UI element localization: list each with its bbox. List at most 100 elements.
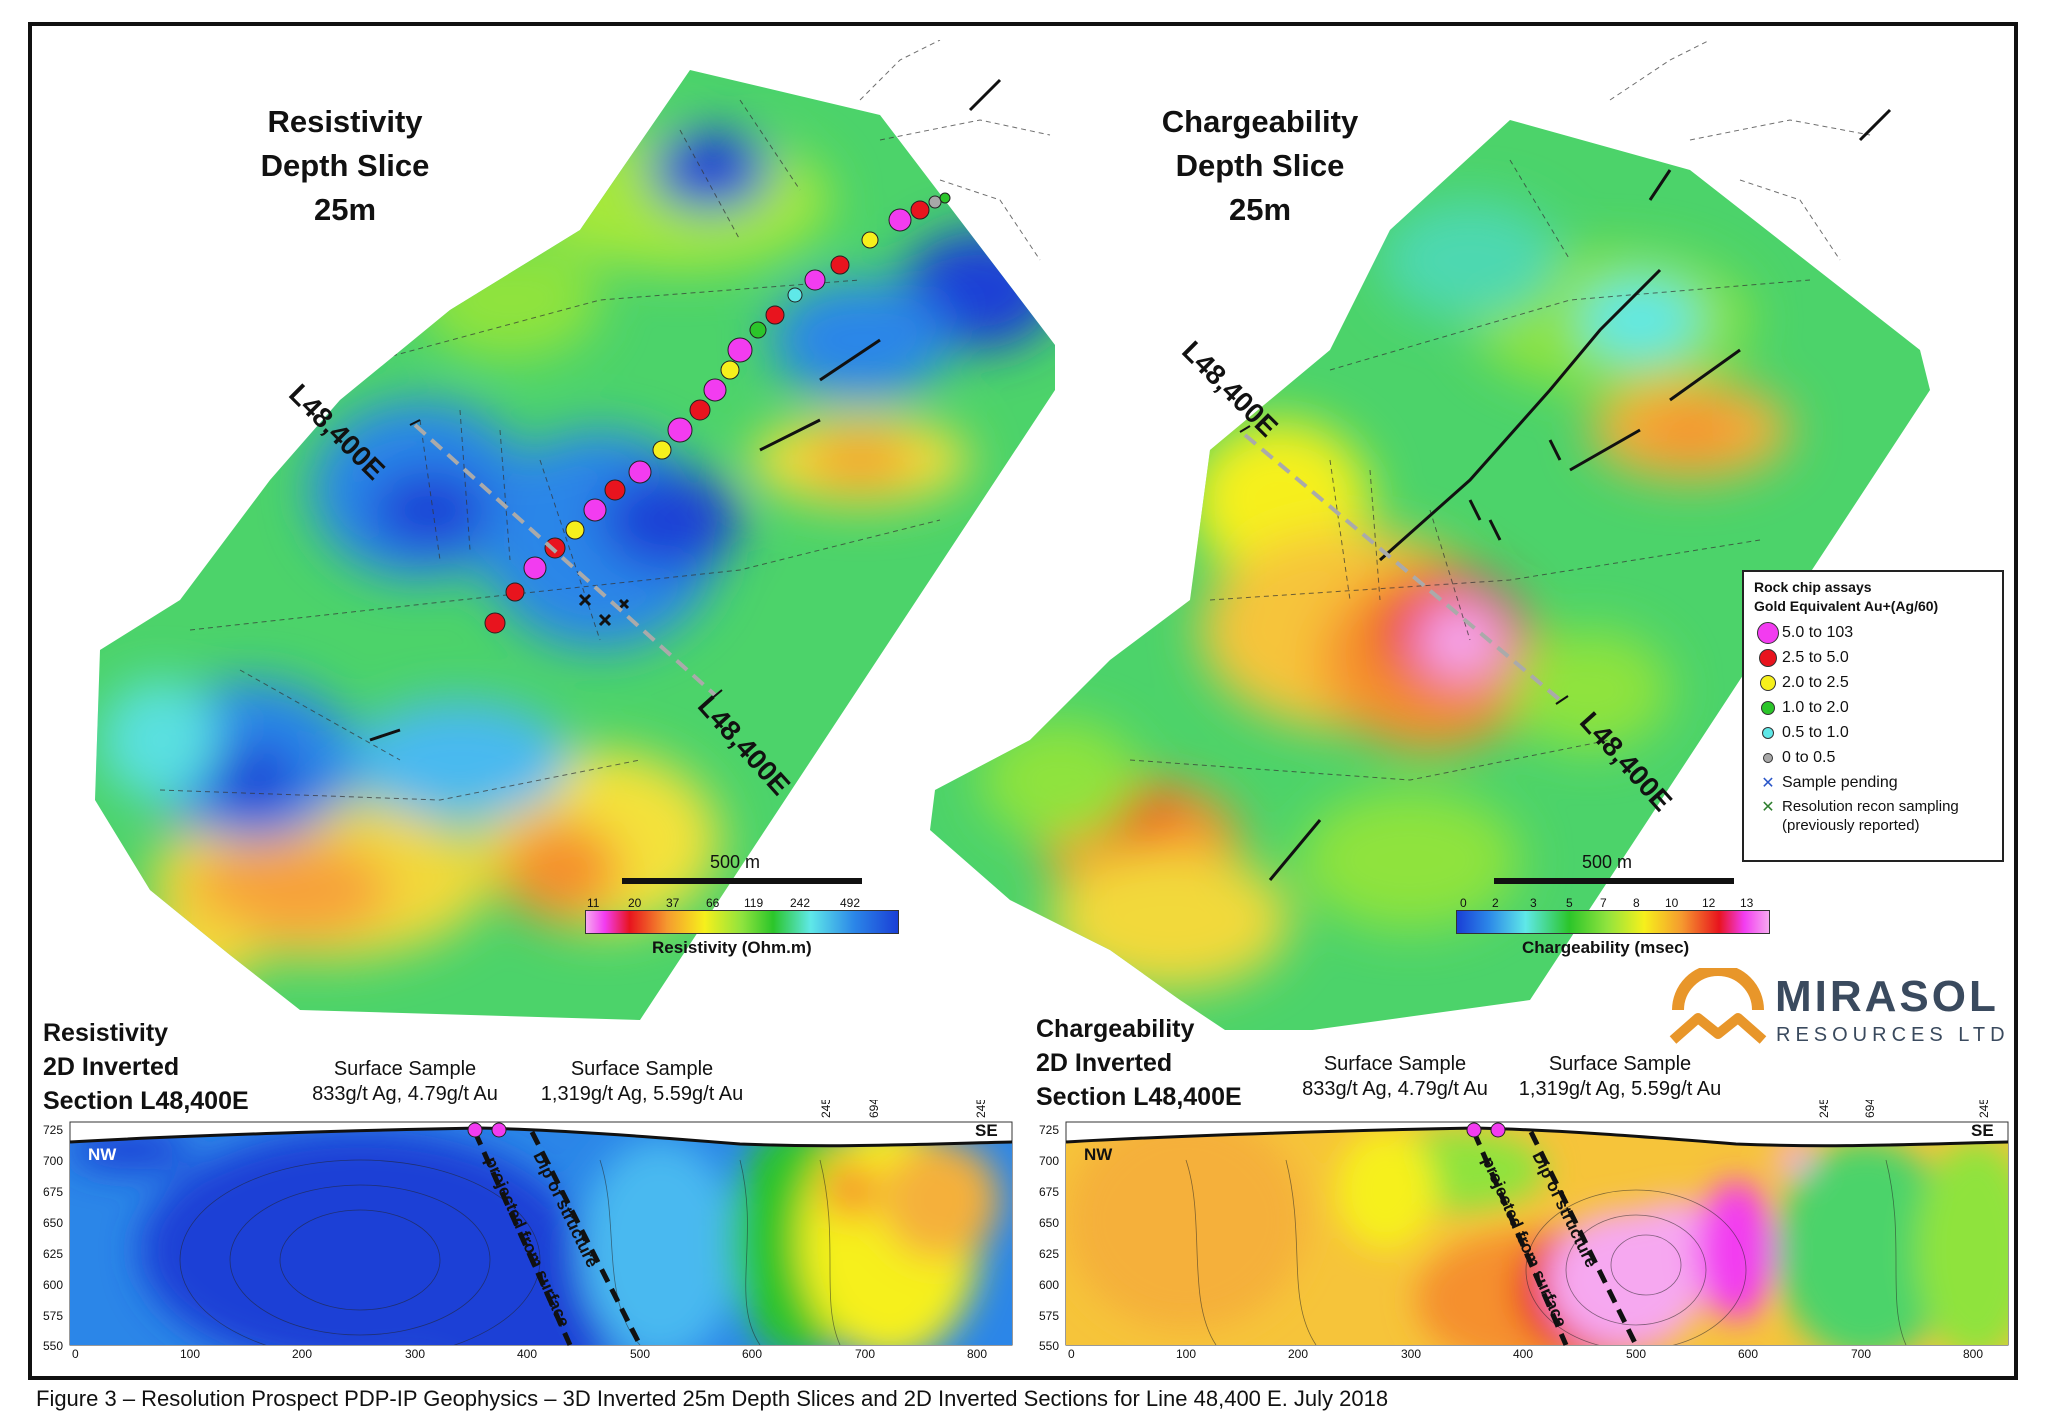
svg-text:800: 800 bbox=[967, 1347, 987, 1360]
chargeability-cbar-tick: 5 bbox=[1566, 896, 1573, 910]
resistivity-colorbar bbox=[585, 910, 899, 934]
x-axis-ticks: 0 100 200 300 400 500 600 700 800 bbox=[72, 1347, 987, 1360]
svg-text:100: 100 bbox=[180, 1347, 200, 1360]
rock-chip-sample-points bbox=[484, 192, 951, 634]
chargeability-depth-slice-map bbox=[930, 40, 1930, 1030]
chargeability-sample-2-label: Surface Sample 1,319g/t Ag, 5.59g/t Au bbox=[1518, 1053, 1722, 1100]
chargeability-cbar-tick: 3 bbox=[1530, 896, 1537, 910]
blue-cross-icon: ✕ bbox=[1761, 774, 1775, 792]
legend-item: 2.5 to 5.0 bbox=[1754, 645, 1992, 670]
resistivity-cbar-tick: 11 bbox=[587, 896, 600, 910]
svg-text:700: 700 bbox=[1039, 1154, 1059, 1168]
sample-pending-crosses bbox=[369, 78, 1002, 742]
svg-text:550: 550 bbox=[1039, 1339, 1059, 1353]
resistivity-sample-1-label: Surface Sample 833g/t Ag, 4.79g/t Au bbox=[312, 1058, 498, 1105]
resistivity-scale-bar bbox=[622, 878, 862, 884]
resistivity-cbar-tick: 119 bbox=[744, 896, 764, 910]
chargeability-2d-section: projected from surface Dip of structure … bbox=[1039, 1100, 2009, 1360]
resistivity-cbar-tick: 492 bbox=[840, 896, 861, 910]
svg-text:600: 600 bbox=[742, 1347, 762, 1360]
surface-sample-marker bbox=[1490, 1122, 1506, 1138]
coord-label: 6944100N bbox=[867, 1100, 881, 1118]
coord-label: 6944100N bbox=[1863, 1100, 1877, 1118]
mirasol-logo-icon bbox=[1669, 968, 1767, 1044]
nw-label: NW bbox=[88, 1145, 117, 1164]
svg-text:700: 700 bbox=[1851, 1347, 1871, 1360]
surface-sample-marker bbox=[1466, 1122, 1482, 1138]
resistivity-map-title: Resistivity Depth Slice 25m bbox=[260, 104, 430, 227]
svg-text:600: 600 bbox=[1039, 1278, 1059, 1292]
chargeability-sample-1-label: Surface Sample 833g/t Ag, 4.79g/t Au bbox=[1302, 1053, 1488, 1100]
svg-text:675: 675 bbox=[1039, 1185, 1059, 1199]
section-line-l48400e bbox=[413, 423, 717, 697]
svg-text:600: 600 bbox=[1738, 1347, 1758, 1360]
legend-item-pending: ✕ Sample pending bbox=[1754, 770, 1992, 795]
svg-text:700: 700 bbox=[43, 1154, 63, 1168]
svg-text:650: 650 bbox=[43, 1216, 63, 1230]
resistivity-depth-slice-map bbox=[95, 40, 1055, 1020]
svg-text:500: 500 bbox=[630, 1347, 650, 1360]
svg-text:0: 0 bbox=[1068, 1347, 1075, 1360]
svg-text:200: 200 bbox=[1288, 1347, 1308, 1360]
section-line-l48400e bbox=[1243, 433, 1562, 702]
svg-text:100: 100 bbox=[1176, 1347, 1196, 1360]
svg-text:675: 675 bbox=[43, 1185, 63, 1199]
chargeability-cbar-tick: 7 bbox=[1600, 896, 1607, 910]
logo-subtitle: RESOURCES LTD bbox=[1776, 1024, 2010, 1046]
svg-text:575: 575 bbox=[1039, 1309, 1059, 1323]
svg-text:500: 500 bbox=[1626, 1347, 1646, 1360]
coord-label: 245860 bbox=[974, 1100, 988, 1118]
svg-text:650: 650 bbox=[1039, 1216, 1059, 1230]
x-axis-ticks: 0 100 200 300 400 500 600 700 800 bbox=[1068, 1347, 1983, 1360]
resistivity-section-title: Resistivity 2D Inverted Section L48,400E bbox=[43, 1019, 249, 1115]
svg-text:400: 400 bbox=[1513, 1347, 1533, 1360]
legend-item: 0 to 0.5 bbox=[1754, 745, 1992, 770]
chargeability-map-title: Chargeability Depth Slice 25m bbox=[1161, 104, 1359, 227]
logo-name: MIRASOL bbox=[1775, 972, 1999, 1021]
resistivity-sample-2-label: Surface Sample 1,319g/t Ag, 5.59g/t Au bbox=[540, 1058, 744, 1105]
svg-text:600: 600 bbox=[43, 1278, 63, 1292]
svg-text:575: 575 bbox=[43, 1309, 63, 1323]
dip-of-structure-lines bbox=[1471, 1130, 1639, 1347]
nw-label: NW bbox=[1084, 1145, 1113, 1164]
legend-item-recon: ✕ Resolution recon sampling (previously re… bbox=[1754, 797, 1992, 835]
dip-of-structure-lines bbox=[472, 1130, 643, 1347]
svg-text:300: 300 bbox=[1401, 1347, 1421, 1360]
legend-title: Rock chip assays bbox=[1754, 579, 1872, 595]
svg-text:725: 725 bbox=[1039, 1123, 1059, 1137]
chargeability-cbar-tick: 13 bbox=[1740, 896, 1754, 910]
svg-text:625: 625 bbox=[43, 1247, 63, 1261]
resistivity-cbar-tick: 242 bbox=[790, 896, 811, 910]
sample-crosses bbox=[1268, 108, 1892, 881]
svg-text:200: 200 bbox=[292, 1347, 312, 1360]
y-axis-ticks: 725 700 675 650 625 600 575 550 bbox=[43, 1123, 63, 1353]
legend-subtitle: Gold Equivalent Au+(Ag/60) bbox=[1754, 598, 1939, 614]
resistivity-colorbar-label: Resistivity (Ohm.m) bbox=[652, 938, 812, 957]
resistivity-cbar-tick: 20 bbox=[628, 896, 642, 910]
coord-label: 2458500E bbox=[819, 1100, 833, 1118]
svg-text:0: 0 bbox=[72, 1347, 79, 1360]
chargeability-scale-label: 500 m bbox=[1582, 852, 1633, 872]
legend-item: 2.0 to 2.5 bbox=[1754, 670, 1992, 695]
coord-label: 2458500E bbox=[1817, 1100, 1831, 1118]
svg-text:400: 400 bbox=[517, 1347, 537, 1360]
resistivity-scale-label: 500 m bbox=[710, 852, 761, 872]
chargeability-cbar-tick: 2 bbox=[1492, 896, 1499, 910]
svg-text:700: 700 bbox=[855, 1347, 875, 1360]
chargeability-cbar-tick: 0 bbox=[1460, 896, 1467, 910]
se-label: SE bbox=[975, 1121, 998, 1140]
figure-caption: Figure 3 – Resolution Prospect PDP-IP Ge… bbox=[36, 1386, 1389, 1411]
surface-sample-marker bbox=[467, 1122, 483, 1138]
svg-text:800: 800 bbox=[1963, 1347, 1983, 1360]
se-label: SE bbox=[1971, 1121, 1994, 1140]
svg-text:300: 300 bbox=[405, 1347, 425, 1360]
legend-item: 5.0 to 103 bbox=[1754, 620, 1992, 645]
chargeability-colorbar bbox=[1456, 910, 1770, 934]
chargeability-cbar-tick: 8 bbox=[1633, 896, 1640, 910]
chargeability-cbar-tick: 12 bbox=[1702, 896, 1716, 910]
svg-text:725: 725 bbox=[43, 1123, 63, 1137]
surface-sample-marker bbox=[491, 1122, 507, 1138]
chargeability-colorbar-label: Chargeability (msec) bbox=[1522, 938, 1690, 957]
y-axis-ticks: 725 700 675 650 625 600 575 550 bbox=[1039, 1123, 1059, 1353]
svg-text:625: 625 bbox=[1039, 1247, 1059, 1261]
